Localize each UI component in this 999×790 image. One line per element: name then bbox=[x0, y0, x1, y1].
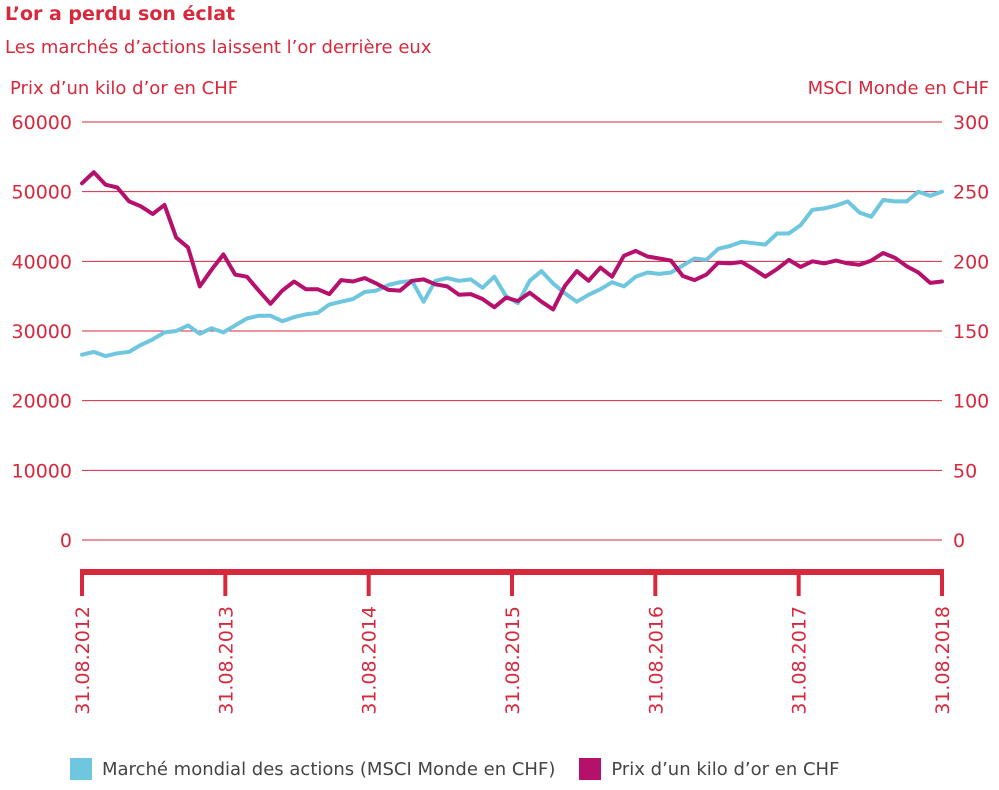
y-left-tick-label: 50000 bbox=[12, 182, 72, 204]
y-left-tick-label: 10000 bbox=[12, 460, 72, 482]
y-right-tick-label: 100 bbox=[953, 391, 989, 413]
chart-legend: Marché mondial des actions (MSCI Monde e… bbox=[70, 758, 863, 780]
series-line-gold bbox=[80, 170, 944, 312]
x-tick-label: 31.08.2018 bbox=[932, 606, 954, 715]
legend-label-msci: Marché mondial des actions (MSCI Monde e… bbox=[102, 758, 556, 780]
y-left-tick-label: 20000 bbox=[12, 391, 72, 413]
x-tick-label: 31.08.2013 bbox=[215, 606, 237, 715]
y-left-tick-label: 30000 bbox=[12, 321, 72, 343]
y-left-tick-label: 0 bbox=[60, 530, 72, 552]
y-axis-right-label: MSCI Monde en CHF bbox=[807, 78, 989, 99]
y-left-tick-label: 60000 bbox=[12, 112, 72, 134]
y-right-tick-label: 50 bbox=[953, 460, 977, 482]
chart-subtitle: Les marchés d’actions laissent l’or derr… bbox=[5, 37, 432, 58]
legend-label-gold: Prix d’un kilo d’or en CHF bbox=[611, 758, 840, 780]
chart-plot: 0 0 10000 50 20000 100 30000 150 40000 200 50000 25… bbox=[12, 112, 990, 715]
x-tick-label: 31.08.2012 bbox=[72, 606, 94, 715]
legend-swatch-gold bbox=[579, 758, 602, 780]
legend-item-gold: Prix d’un kilo d’or en CHF bbox=[579, 758, 839, 780]
x-tick-label: 31.08.2014 bbox=[359, 606, 381, 715]
legend-swatch-msci bbox=[70, 758, 92, 780]
x-tick-label: 31.08.2015 bbox=[502, 606, 524, 715]
y-right-tick-label: 250 bbox=[953, 182, 989, 204]
x-tick-label: 31.08.2017 bbox=[789, 606, 811, 715]
legend-item-msci: Marché mondial des actions (MSCI Monde e… bbox=[70, 758, 555, 780]
x-tick-label: 31.08.2016 bbox=[645, 606, 667, 715]
y-left-tick-label: 40000 bbox=[12, 251, 72, 273]
y-right-tick-label: 300 bbox=[953, 112, 989, 134]
y-axis-left-label: Prix d’un kilo d’or en CHF bbox=[10, 78, 239, 99]
y-right-tick-label: 150 bbox=[953, 321, 989, 343]
chart-title: L’or a perdu son éclat bbox=[5, 3, 236, 25]
y-right-tick-label: 0 bbox=[953, 530, 965, 552]
y-right-tick-label: 200 bbox=[953, 251, 989, 273]
